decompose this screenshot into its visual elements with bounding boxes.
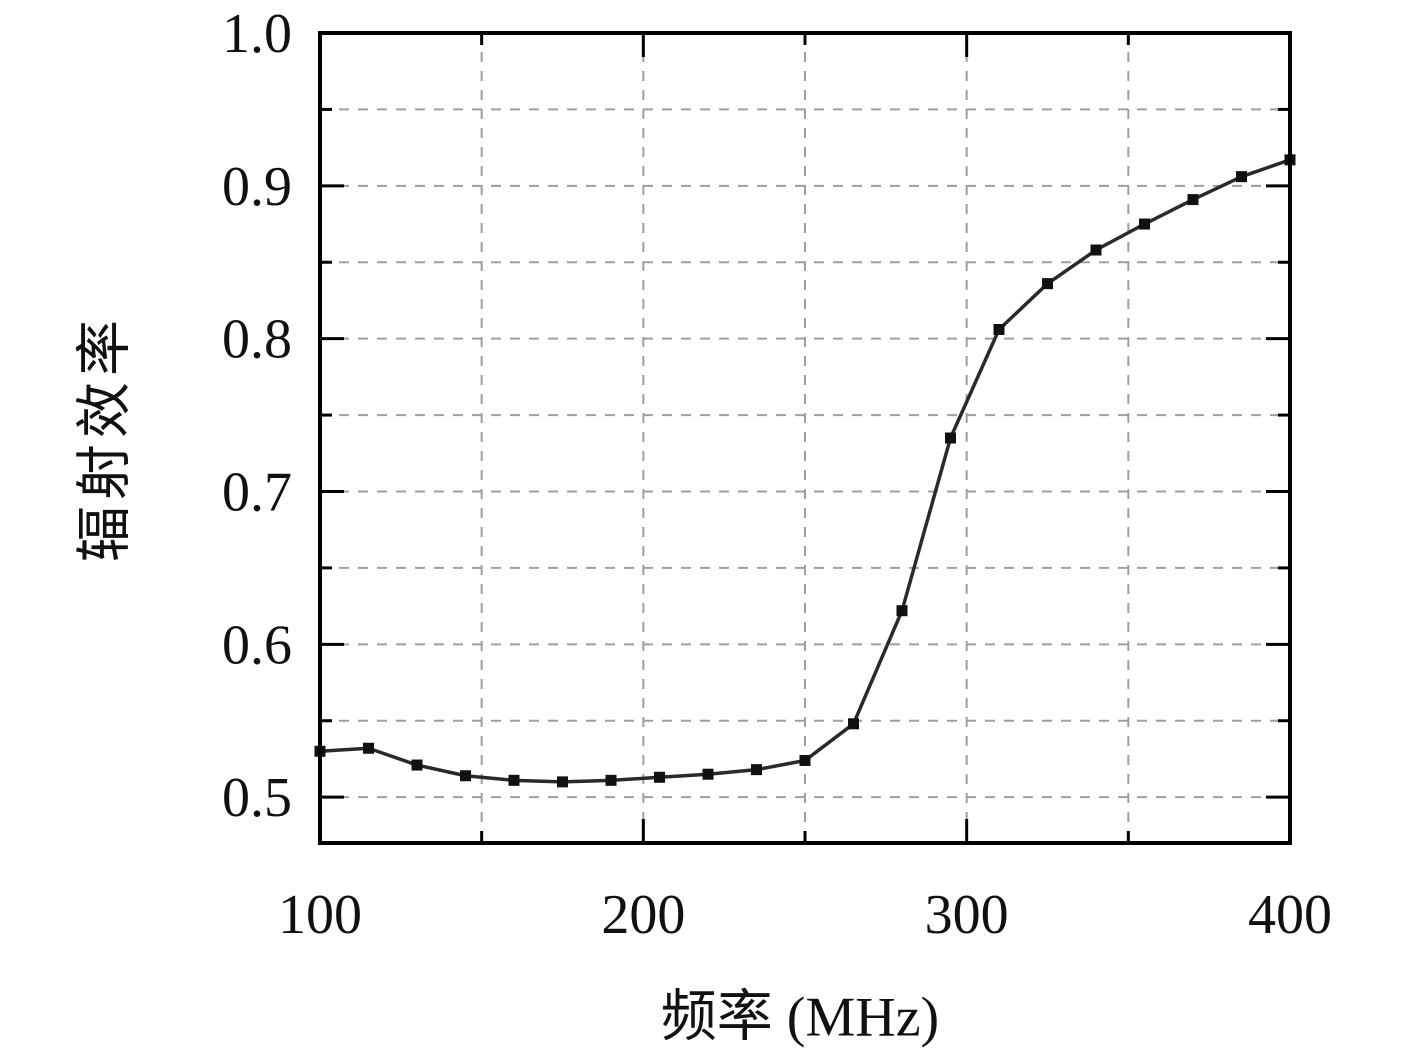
data-marker (1236, 171, 1247, 183)
y-axis-label: 辐射效率 (74, 314, 137, 562)
y-tick-label: 0.9 (222, 156, 292, 218)
x-tick-label: 100 (278, 884, 362, 946)
data-marker (460, 770, 471, 782)
data-marker (1187, 194, 1199, 206)
data-marker (1090, 244, 1102, 256)
y-tick-label: 0.8 (222, 309, 292, 371)
x-tick-label: 300 (925, 884, 1009, 946)
x-tick-label: 400 (1248, 884, 1332, 946)
data-marker (605, 774, 617, 786)
data-marker (848, 718, 859, 730)
data-marker (993, 323, 1005, 335)
data-marker (799, 754, 811, 766)
y-tick-label: 1.0 (222, 3, 292, 65)
data-marker (751, 764, 762, 776)
data-marker (363, 742, 374, 754)
x-tick-label: 200 (601, 884, 685, 946)
y-tick-label: 0.6 (222, 614, 292, 676)
x-axis-label: 频率 (MHz) (660, 986, 940, 1049)
y-tick-label: 0.7 (222, 461, 292, 523)
plot-frame (318, 31, 1292, 845)
y-tick-label: 0.5 (222, 767, 292, 829)
data-marker (411, 759, 423, 771)
data-marker (654, 771, 665, 783)
data-marker (945, 432, 956, 444)
data-marker (557, 776, 568, 788)
data-marker (1139, 218, 1150, 230)
data-marker (1042, 278, 1053, 290)
data-marker (896, 605, 908, 617)
data-marker (702, 768, 714, 780)
data-marker (508, 774, 520, 786)
